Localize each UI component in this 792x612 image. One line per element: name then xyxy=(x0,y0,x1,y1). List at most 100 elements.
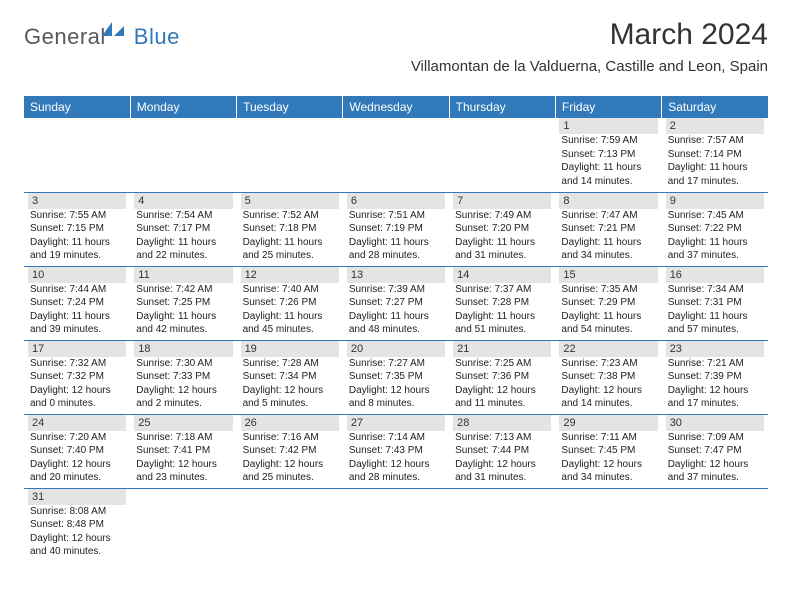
sunrise-text: Sunrise: 7:39 AM xyxy=(347,283,445,297)
sunset-text: Sunset: 7:26 PM xyxy=(241,296,339,310)
day-number: 11 xyxy=(134,267,232,283)
sunrise-text: Sunrise: 7:27 AM xyxy=(347,357,445,371)
daylight-text-1: Daylight: 12 hours xyxy=(666,384,764,398)
day-number: 26 xyxy=(241,415,339,431)
sunrise-text: Sunrise: 7:35 AM xyxy=(559,283,657,297)
daylight-text-2: and 2 minutes. xyxy=(134,397,232,411)
sunset-text: Sunset: 7:40 PM xyxy=(28,444,126,458)
day-number: 21 xyxy=(453,341,551,357)
weekday-header: Friday xyxy=(555,96,661,118)
day-number: 6 xyxy=(347,193,445,209)
daylight-text-2: and 14 minutes. xyxy=(559,397,657,411)
daylight-text-2: and 14 minutes. xyxy=(559,175,657,189)
daylight-text-2: and 57 minutes. xyxy=(666,323,764,337)
calendar-week-row: 1Sunrise: 7:59 AMSunset: 7:13 PMDaylight… xyxy=(24,118,768,192)
daylight-text-2: and 25 minutes. xyxy=(241,249,339,263)
calendar-day-cell: 2Sunrise: 7:57 AMSunset: 7:14 PMDaylight… xyxy=(662,118,768,192)
daylight-text-2: and 40 minutes. xyxy=(28,545,126,559)
daylight-text-2: and 11 minutes. xyxy=(453,397,551,411)
sunset-text: Sunset: 7:28 PM xyxy=(453,296,551,310)
sunrise-text: Sunrise: 7:45 AM xyxy=(666,209,764,223)
daylight-text-1: Daylight: 11 hours xyxy=(559,236,657,250)
logo: General Blue xyxy=(24,24,180,50)
daylight-text-2: and 17 minutes. xyxy=(666,175,764,189)
daylight-text-2: and 42 minutes. xyxy=(134,323,232,337)
sunset-text: Sunset: 7:32 PM xyxy=(28,370,126,384)
sunrise-text: Sunrise: 7:57 AM xyxy=(666,134,764,148)
daylight-text-1: Daylight: 12 hours xyxy=(347,384,445,398)
logo-text-general: General xyxy=(24,24,106,50)
sunrise-text: Sunrise: 8:08 AM xyxy=(28,505,126,519)
sunrise-text: Sunrise: 7:20 AM xyxy=(28,431,126,445)
day-number: 16 xyxy=(666,267,764,283)
daylight-text-1: Daylight: 12 hours xyxy=(453,458,551,472)
sunset-text: Sunset: 7:14 PM xyxy=(666,148,764,162)
daylight-text-2: and 54 minutes. xyxy=(559,323,657,337)
calendar-day-cell: 21Sunrise: 7:25 AMSunset: 7:36 PMDayligh… xyxy=(449,340,555,414)
daylight-text-1: Daylight: 11 hours xyxy=(347,236,445,250)
weekday-header: Thursday xyxy=(449,96,555,118)
calendar-day-cell: 17Sunrise: 7:32 AMSunset: 7:32 PMDayligh… xyxy=(24,340,130,414)
sunset-text: Sunset: 7:33 PM xyxy=(134,370,232,384)
calendar-week-row: 17Sunrise: 7:32 AMSunset: 7:32 PMDayligh… xyxy=(24,340,768,414)
daylight-text-1: Daylight: 11 hours xyxy=(453,310,551,324)
day-number: 20 xyxy=(347,341,445,357)
calendar-day-cell: 31Sunrise: 8:08 AMSunset: 8:48 PMDayligh… xyxy=(24,488,130,562)
title-block: March 2024 Villamontan de la Valduerna, … xyxy=(411,18,768,75)
day-number: 22 xyxy=(559,341,657,357)
sunrise-text: Sunrise: 7:51 AM xyxy=(347,209,445,223)
sunrise-text: Sunrise: 7:09 AM xyxy=(666,431,764,445)
daylight-text-2: and 45 minutes. xyxy=(241,323,339,337)
day-number: 19 xyxy=(241,341,339,357)
calendar-empty-cell xyxy=(343,488,449,562)
calendar-day-cell: 9Sunrise: 7:45 AMSunset: 7:22 PMDaylight… xyxy=(662,192,768,266)
daylight-text-2: and 25 minutes. xyxy=(241,471,339,485)
calendar-day-cell: 10Sunrise: 7:44 AMSunset: 7:24 PMDayligh… xyxy=(24,266,130,340)
daylight-text-2: and 31 minutes. xyxy=(453,249,551,263)
day-number: 5 xyxy=(241,193,339,209)
calendar-day-cell: 29Sunrise: 7:11 AMSunset: 7:45 PMDayligh… xyxy=(555,414,661,488)
daylight-text-1: Daylight: 11 hours xyxy=(241,236,339,250)
calendar-empty-cell xyxy=(237,488,343,562)
calendar-empty-cell xyxy=(555,488,661,562)
weekday-header: Wednesday xyxy=(343,96,449,118)
daylight-text-2: and 28 minutes. xyxy=(347,471,445,485)
calendar-day-cell: 24Sunrise: 7:20 AMSunset: 7:40 PMDayligh… xyxy=(24,414,130,488)
daylight-text-1: Daylight: 11 hours xyxy=(347,310,445,324)
daylight-text-2: and 23 minutes. xyxy=(134,471,232,485)
calendar-week-row: 24Sunrise: 7:20 AMSunset: 7:40 PMDayligh… xyxy=(24,414,768,488)
header: General Blue March 2024 Villamontan de l… xyxy=(24,18,768,90)
month-title: March 2024 xyxy=(411,18,768,52)
calendar-empty-cell xyxy=(130,488,236,562)
daylight-text-1: Daylight: 11 hours xyxy=(559,310,657,324)
day-number: 27 xyxy=(347,415,445,431)
calendar-day-cell: 12Sunrise: 7:40 AMSunset: 7:26 PMDayligh… xyxy=(237,266,343,340)
sunset-text: Sunset: 7:41 PM xyxy=(134,444,232,458)
daylight-text-2: and 20 minutes. xyxy=(28,471,126,485)
daylight-text-1: Daylight: 11 hours xyxy=(134,310,232,324)
daylight-text-1: Daylight: 12 hours xyxy=(134,458,232,472)
daylight-text-1: Daylight: 11 hours xyxy=(666,310,764,324)
day-number: 17 xyxy=(28,341,126,357)
day-number: 30 xyxy=(666,415,764,431)
calendar-day-cell: 15Sunrise: 7:35 AMSunset: 7:29 PMDayligh… xyxy=(555,266,661,340)
day-number: 9 xyxy=(666,193,764,209)
daylight-text-2: and 28 minutes. xyxy=(347,249,445,263)
daylight-text-1: Daylight: 12 hours xyxy=(241,384,339,398)
weekday-header: Tuesday xyxy=(237,96,343,118)
daylight-text-2: and 48 minutes. xyxy=(347,323,445,337)
sunrise-text: Sunrise: 7:16 AM xyxy=(241,431,339,445)
calendar-day-cell: 14Sunrise: 7:37 AMSunset: 7:28 PMDayligh… xyxy=(449,266,555,340)
daylight-text-1: Daylight: 12 hours xyxy=(559,458,657,472)
daylight-text-1: Daylight: 11 hours xyxy=(28,236,126,250)
daylight-text-1: Daylight: 12 hours xyxy=(134,384,232,398)
daylight-text-2: and 0 minutes. xyxy=(28,397,126,411)
sunrise-text: Sunrise: 7:28 AM xyxy=(241,357,339,371)
sunrise-text: Sunrise: 7:13 AM xyxy=(453,431,551,445)
calendar-day-cell: 22Sunrise: 7:23 AMSunset: 7:38 PMDayligh… xyxy=(555,340,661,414)
daylight-text-2: and 37 minutes. xyxy=(666,249,764,263)
day-number: 29 xyxy=(559,415,657,431)
daylight-text-1: Daylight: 12 hours xyxy=(28,532,126,546)
calendar-day-cell: 4Sunrise: 7:54 AMSunset: 7:17 PMDaylight… xyxy=(130,192,236,266)
sunset-text: Sunset: 7:43 PM xyxy=(347,444,445,458)
